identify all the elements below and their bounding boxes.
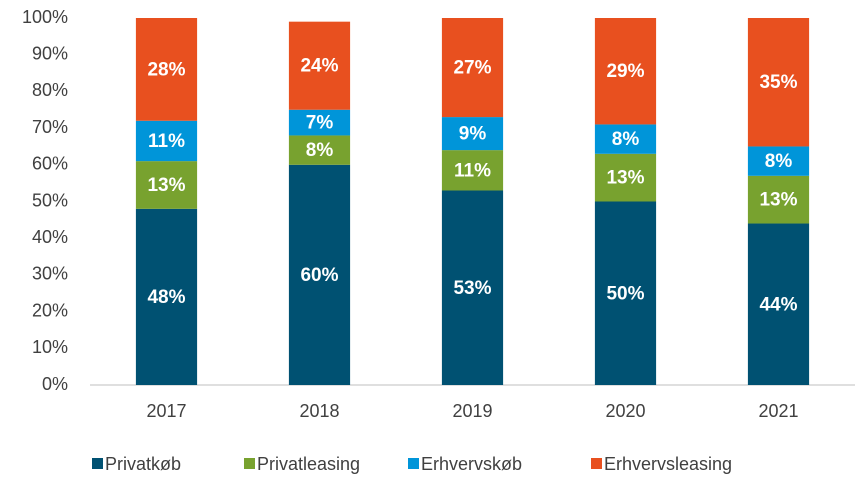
- bar-segment: [594, 153, 657, 202]
- y-tick-label: 100%: [22, 7, 68, 27]
- bar-segment: [135, 120, 198, 162]
- bar-segment: [441, 190, 504, 385]
- x-tick-label: 2020: [605, 401, 645, 421]
- y-tick-label: 10%: [32, 337, 68, 357]
- legend-swatch: [591, 458, 602, 469]
- bar-segment: [594, 124, 657, 154]
- data-label: 28%: [147, 59, 185, 80]
- data-label: 13%: [759, 190, 797, 211]
- data-label: 27%: [453, 58, 491, 79]
- x-tick-label: 2017: [146, 401, 186, 421]
- data-label: 8%: [306, 140, 334, 161]
- data-label: 44%: [759, 294, 797, 315]
- legend-label: Privatkøb: [105, 454, 181, 474]
- data-label: 8%: [612, 129, 640, 150]
- data-label: 11%: [148, 131, 185, 152]
- y-tick-label: 50%: [32, 190, 68, 210]
- bar-segment: [288, 135, 351, 165]
- x-tick-label: 2018: [299, 401, 339, 421]
- y-tick-label: 70%: [32, 117, 68, 137]
- y-tick-label: 90%: [32, 43, 68, 63]
- legend-label: Erhvervsleasing: [604, 454, 732, 474]
- bar-segment: [441, 150, 504, 191]
- bar-segment: [135, 208, 198, 385]
- legend-swatch: [92, 458, 103, 469]
- x-tick-label: 2021: [758, 401, 798, 421]
- data-label: 48%: [147, 287, 185, 308]
- bar-segment: [747, 146, 810, 176]
- bar-segment: [594, 201, 657, 385]
- legend-label: Erhvervskøb: [421, 454, 522, 474]
- y-tick-label: 60%: [32, 154, 68, 174]
- data-label: 9%: [459, 124, 487, 145]
- legend-swatch: [408, 458, 419, 469]
- bar-segment: [288, 109, 351, 136]
- y-tick-label: 30%: [32, 264, 68, 284]
- bar-segment: [288, 21, 351, 110]
- bar-segment: [594, 18, 657, 125]
- bar-segment: [288, 164, 351, 385]
- y-tick-label: 20%: [32, 300, 68, 320]
- data-label: 13%: [147, 175, 185, 196]
- data-label: 29%: [606, 61, 644, 82]
- bar-segment: [135, 18, 198, 121]
- data-label: 53%: [453, 278, 491, 299]
- bar-segment: [747, 175, 810, 224]
- data-label: 11%: [454, 160, 491, 181]
- data-label: 8%: [765, 151, 793, 172]
- x-tick-label: 2019: [452, 401, 492, 421]
- legend-swatch: [244, 458, 255, 469]
- bar-segment: [441, 18, 504, 118]
- data-label: 7%: [306, 113, 334, 134]
- data-label: 35%: [759, 72, 797, 93]
- data-label: 60%: [300, 265, 338, 286]
- data-label: 13%: [606, 168, 644, 189]
- bar-segment: [747, 18, 810, 147]
- data-label: 50%: [606, 283, 644, 304]
- legend-label: Privatleasing: [257, 454, 360, 474]
- data-label: 24%: [300, 56, 338, 77]
- y-tick-label: 80%: [32, 80, 68, 100]
- y-tick-label: 40%: [32, 227, 68, 247]
- bar-segment: [135, 161, 198, 209]
- bar-segment: [441, 117, 504, 151]
- y-tick-label: 0%: [42, 374, 68, 394]
- bar-segment: [747, 223, 810, 385]
